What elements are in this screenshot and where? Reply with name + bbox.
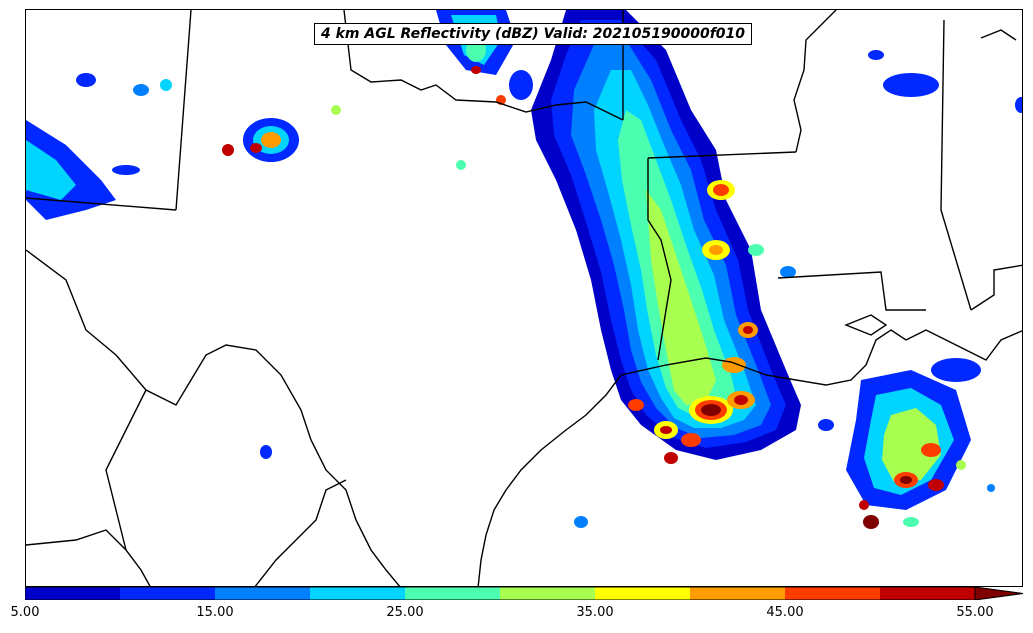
colorbar-tick-label: 5.00 [10, 605, 40, 620]
colorbar-tick-label: 35.00 [576, 605, 614, 620]
reflectivity-map [26, 10, 1022, 586]
colorbar-tick-label: 45.00 [766, 605, 804, 620]
mexico-state-2 [105, 389, 147, 551]
nm-tx-south-border [26, 197, 177, 211]
colorbar-segment [120, 587, 216, 600]
new-mexico-border [175, 10, 192, 211]
colorbar-segment [880, 587, 976, 600]
colorbar-tick-label: 25.00 [386, 605, 424, 620]
colorbar-segment [500, 587, 596, 600]
lake-borgne [980, 29, 1017, 41]
la-ms-border [777, 271, 926, 311]
colorbar-segment [215, 587, 311, 600]
ms-al-border [940, 19, 972, 311]
colorbar-border [25, 587, 976, 600]
colorbar-segment [595, 587, 691, 600]
colorbar-tick-label: 55.00 [956, 605, 994, 620]
reflectivity-echoes [26, 10, 1022, 529]
colorbar [25, 587, 1023, 600]
rio-grande [26, 249, 401, 586]
colorbar-segment [405, 587, 501, 600]
political-boundaries [26, 10, 1022, 586]
tx-la-sabine [647, 158, 672, 361]
west-edge-echoes [26, 120, 140, 220]
squall-line-f [646, 190, 716, 405]
colorbar-segment [785, 587, 881, 600]
tx-gulf-coast [477, 374, 622, 586]
offshore-cells [260, 445, 995, 528]
colorbar-cells [25, 587, 1023, 600]
colorbar-tick-label: 15.00 [196, 605, 234, 620]
ar-la-border [647, 151, 797, 159]
colorbar-segment [25, 587, 121, 600]
oklahoma-red-river [343, 10, 624, 121]
lake-pontchartrain [844, 314, 888, 336]
storm-cells [628, 180, 758, 464]
panhandle-cells [76, 73, 466, 170]
mexico-state-3 [254, 479, 347, 586]
northeast-cells [748, 50, 1022, 278]
mississippi-river [793, 10, 837, 153]
gulf-cluster [818, 358, 981, 529]
map-title: 4 km AGL Reflectivity (dBZ) Valid: 20210… [314, 23, 753, 45]
mexico-state-1 [26, 529, 151, 586]
colorbar-segment [310, 587, 406, 600]
colorbar-extend-arrow [974, 587, 1023, 600]
colorbar-segment [690, 587, 786, 600]
al-fl-border [970, 264, 1022, 311]
map-panel: 4 km AGL Reflectivity (dBZ) Valid: 20210… [25, 9, 1023, 587]
la-gulf-coast [620, 329, 1022, 386]
